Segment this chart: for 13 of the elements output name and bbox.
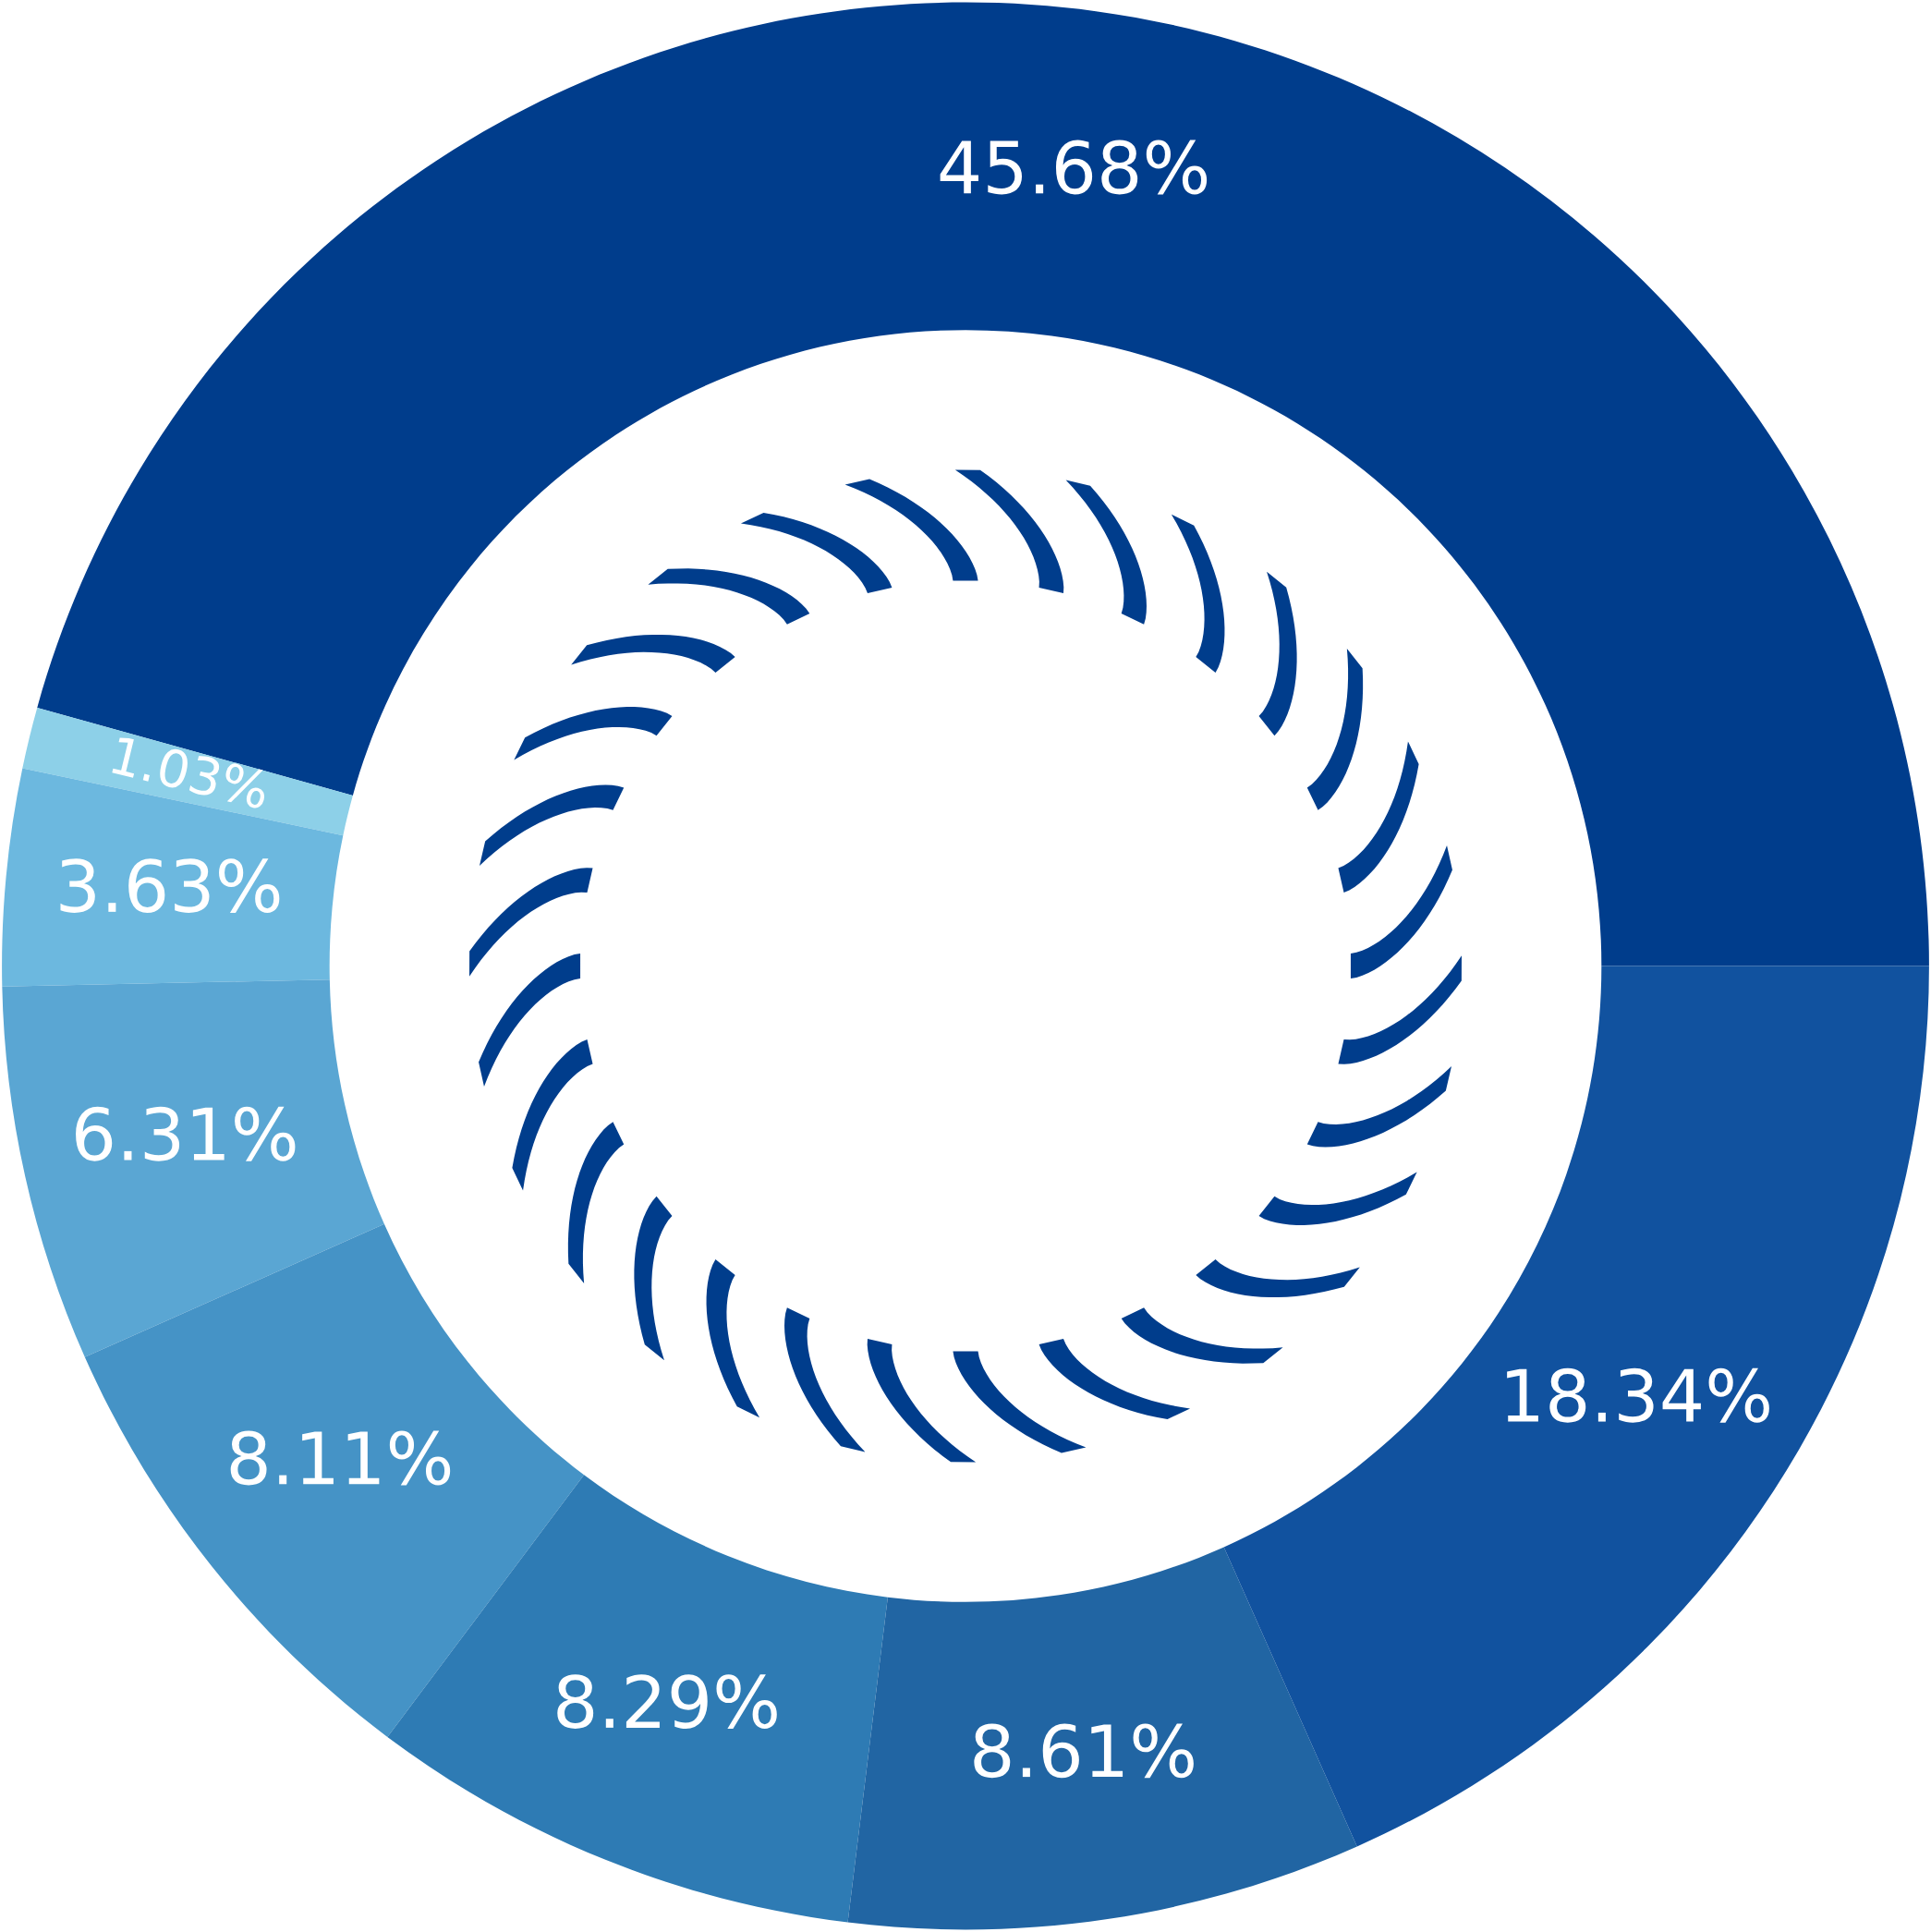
data-label: 3.63%: [60, 858, 280, 913]
data-label: 6.31%: [76, 1106, 296, 1161]
donut-slice: [847, 1547, 1357, 1930]
donut-slice: [37, 2, 1929, 966]
data-label: 1.03%: [111, 735, 271, 810]
data-label: 45.68%: [940, 140, 1208, 195]
data-label: 8.61%: [974, 1723, 1194, 1779]
donut-slice: [2, 979, 384, 1357]
data-label: 8.11%: [230, 1430, 451, 1486]
donut-slice: [22, 707, 353, 836]
donut-slice: [1223, 966, 1929, 1847]
data-label: 18.34%: [1507, 1367, 1769, 1423]
data-label: 8.29%: [557, 1674, 777, 1729]
